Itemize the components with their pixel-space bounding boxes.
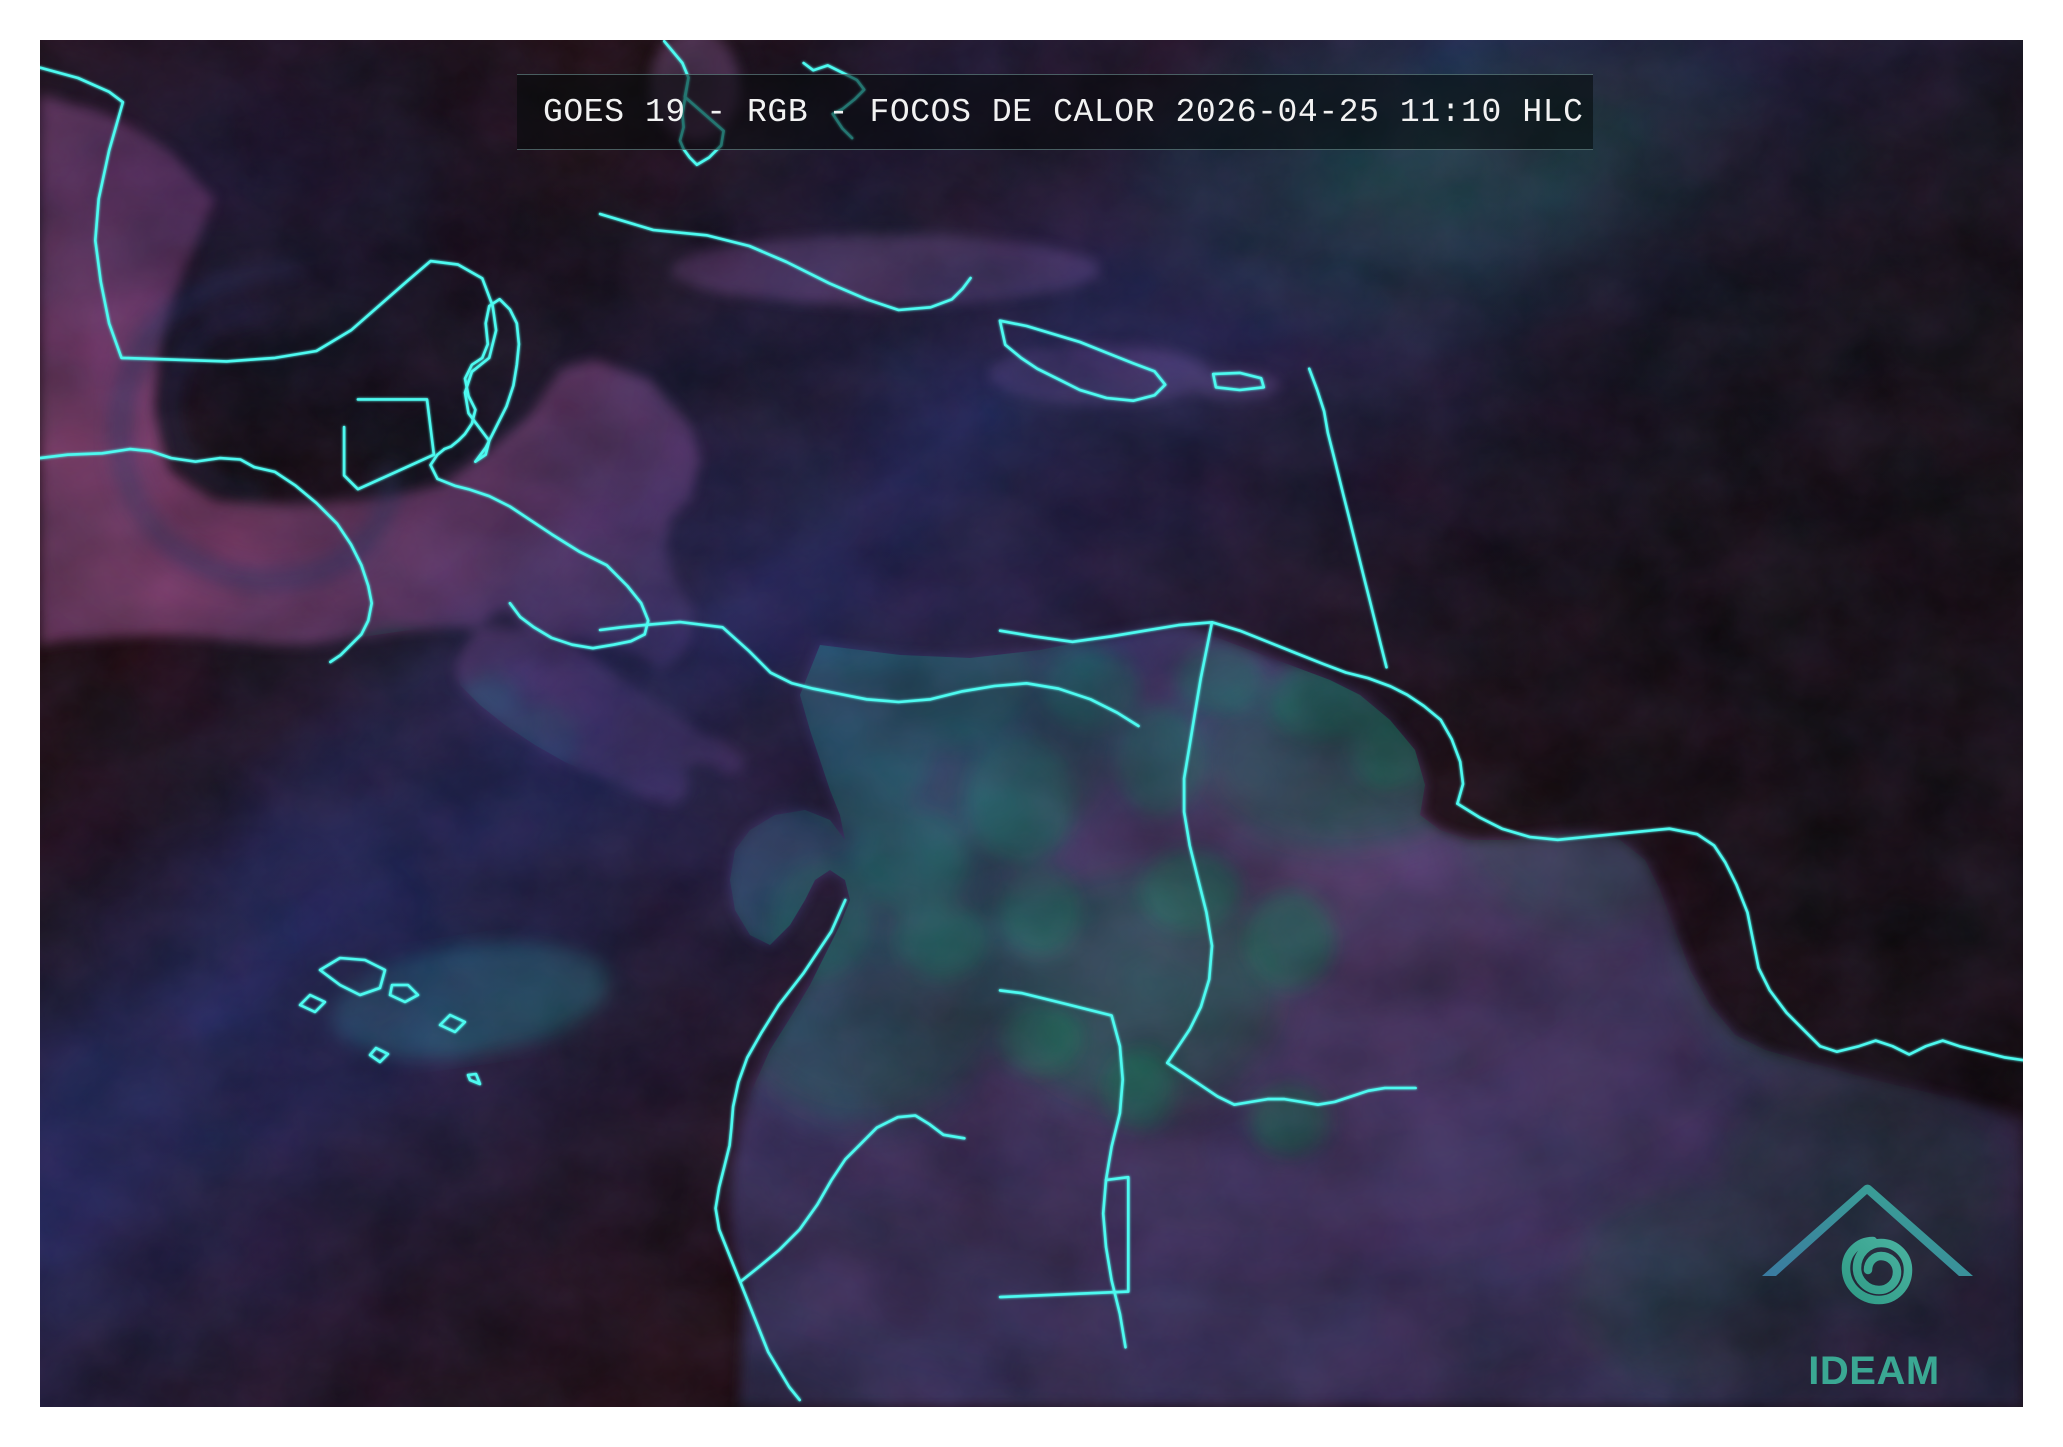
svg-text:IDEAM: IDEAM xyxy=(1808,1349,1939,1393)
